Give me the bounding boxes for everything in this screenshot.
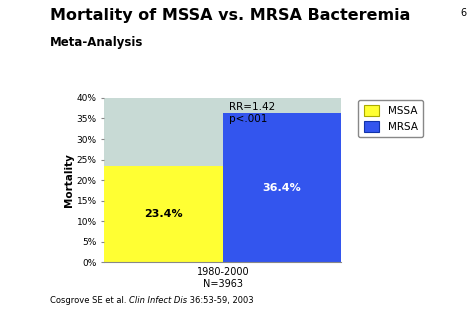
Y-axis label: Mortality: Mortality [64, 153, 74, 207]
Text: 23.4%: 23.4% [144, 209, 183, 219]
Bar [104, 166, 223, 262]
Bar [223, 113, 341, 262]
Text: 36:53-59, 2003: 36:53-59, 2003 [187, 296, 254, 305]
Text: Meta-Analysis: Meta-Analysis [50, 36, 143, 49]
Text: RR=1.42
p<.001: RR=1.42 p<.001 [229, 102, 275, 124]
Legend: MSSA, MRSA: MSSA, MRSA [358, 100, 423, 137]
Text: Cosgrove SE et al.: Cosgrove SE et al. [50, 296, 129, 305]
Text: 36.4%: 36.4% [263, 183, 301, 192]
Text: Mortality of MSSA vs. MRSA Bacteremia: Mortality of MSSA vs. MRSA Bacteremia [50, 8, 410, 23]
Text: Clin Infect Dis: Clin Infect Dis [129, 296, 187, 305]
Text: 6: 6 [461, 8, 467, 18]
